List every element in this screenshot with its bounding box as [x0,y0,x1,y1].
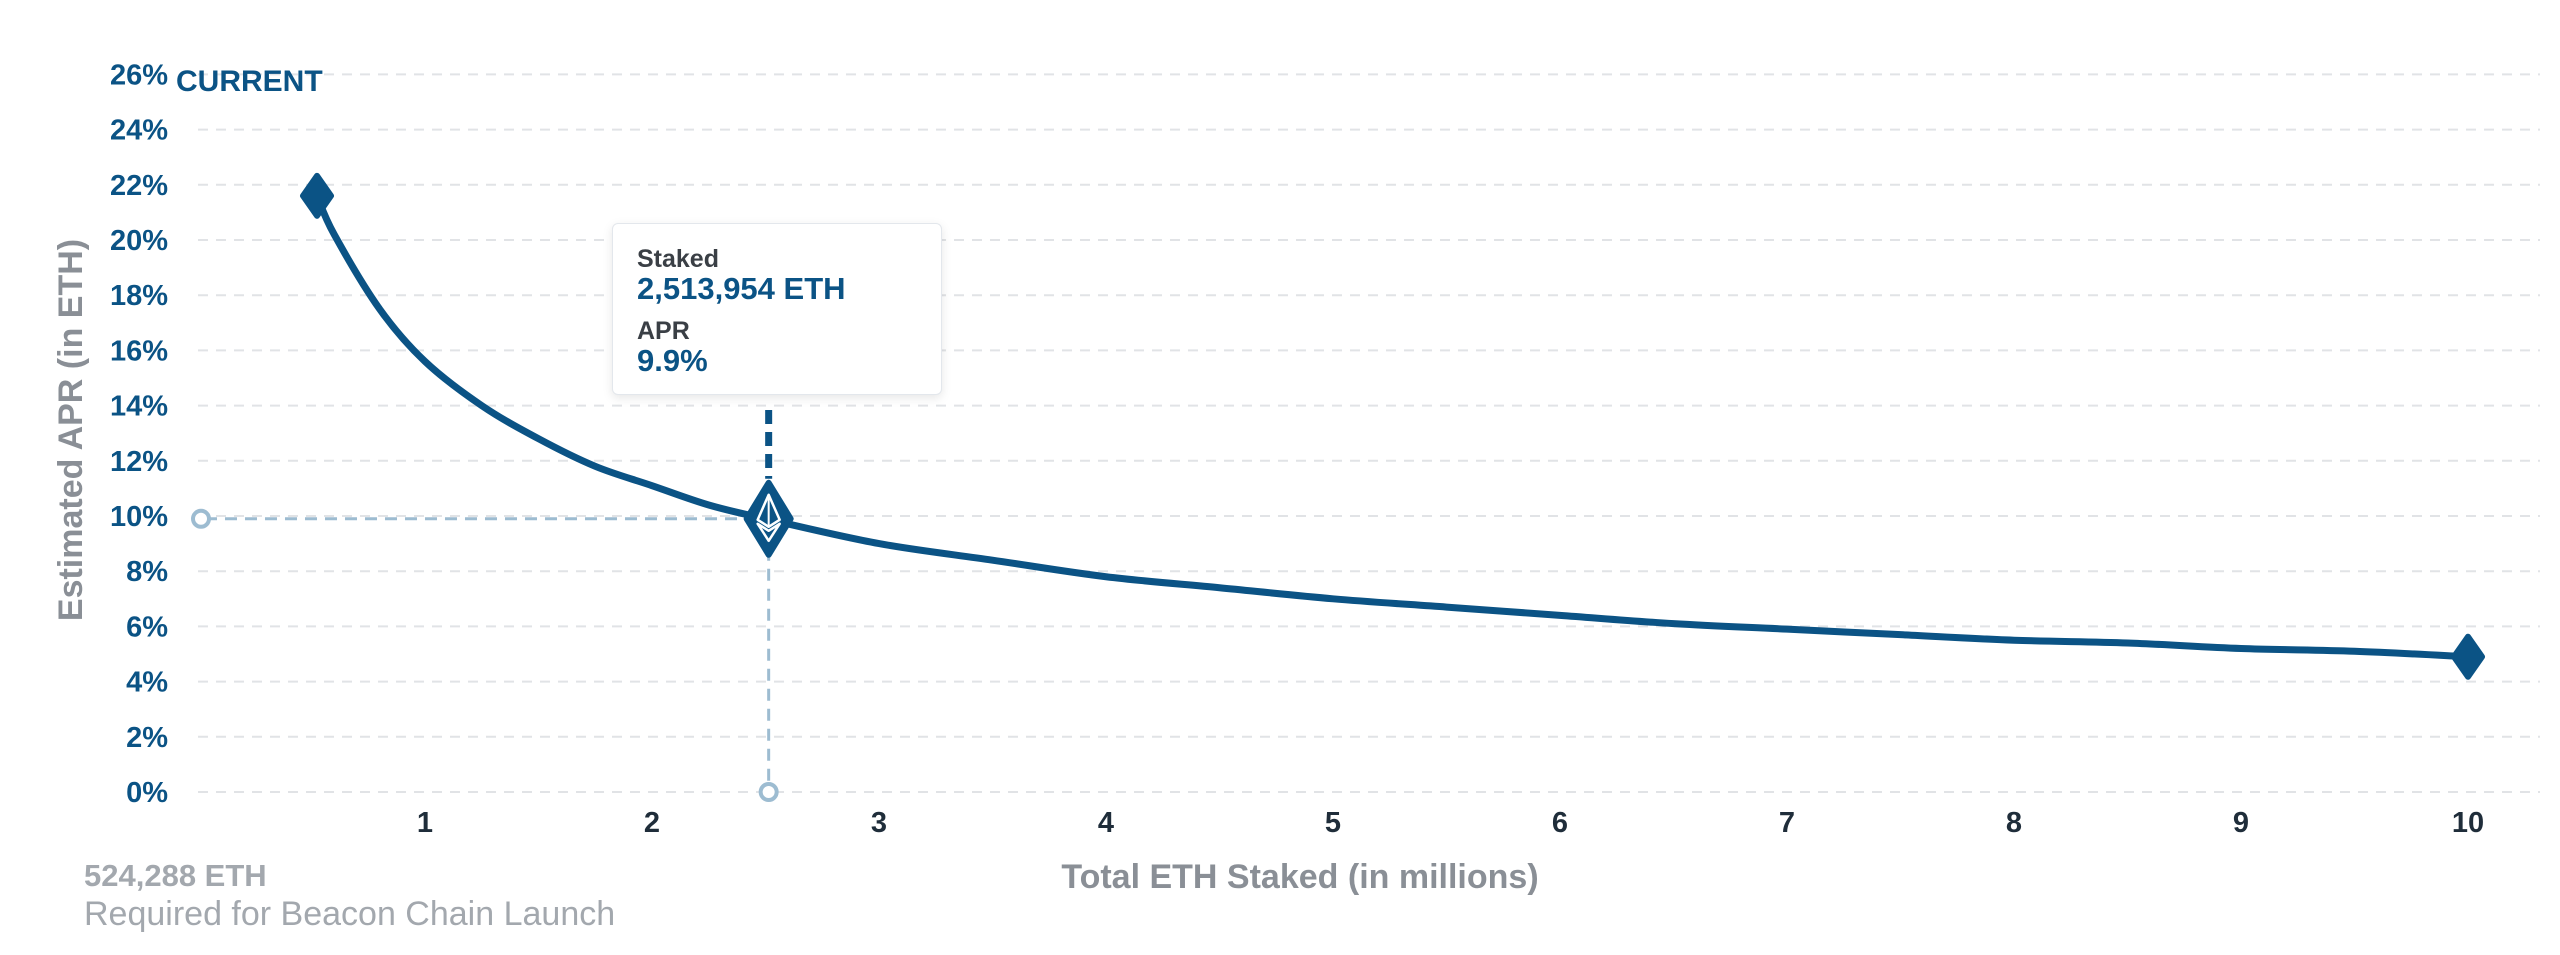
y-tick-label: 0% [126,777,168,809]
y-guide-dot [191,508,211,529]
y-tick-label: 16% [110,335,168,367]
minimum-stake-note: 524,288 ETH Required for Beacon Chain La… [84,858,615,934]
x-tick-label: 5 [1325,807,1341,839]
x-tick-label: 10 [2452,807,2484,839]
x-axis-title: Total ETH Staked (in millions) [1061,858,1538,896]
y-tick-label: 12% [110,446,168,478]
x-guide-dot [758,782,779,802]
x-tick-label: 9 [2233,807,2249,839]
tooltip-staked-label: Staked [637,245,719,273]
minimum-stake-amount: 524,288 ETH [84,858,267,893]
grid-lines [198,73,2540,793]
tooltip-staked-value: 2,513,954 ETH [637,271,846,306]
y-tick-label: 6% [126,611,168,643]
current-guides [191,410,779,802]
x-tick-label: 2 [644,807,660,839]
eth-diamond-icon[interactable] [743,479,794,558]
x-tick-label: 4 [1098,807,1114,839]
y-tick-label: 8% [126,556,168,588]
y-tick-label: 4% [126,667,168,699]
curve-endpoints [300,172,2485,680]
endpoint-diamond-icon [2451,633,2485,680]
y-tick-label: 24% [110,115,168,147]
y-axis-title: Estimated APR (in ETH) [52,239,90,621]
x-tick-label: 6 [1552,807,1568,839]
x-axis-ticks: 1 2 3 4 5 6 7 8 9 10 [417,807,2484,839]
apr-curve [313,192,2472,661]
x-tick-label: 7 [1779,807,1795,839]
x-tick-label: 8 [2006,807,2022,839]
tooltip: Staked 2,513,954 ETH APR 9.9% [612,223,942,395]
endpoint-diamond-icon [300,172,335,219]
tooltip-apr-value: 9.9% [637,343,708,378]
y-tick-label: 22% [110,170,168,202]
tooltip-apr-label: APR [637,317,690,345]
eth-logo-bottom [756,522,781,543]
y-tick-label: 26% [110,59,168,91]
y-tick-label: 14% [110,391,168,423]
minimum-stake-description: Required for Beacon Chain Launch [84,895,616,933]
x-tick-label: 1 [417,807,433,839]
y-axis-ticks: 0% 2% 4% 6% 8% 10% 12% 14% 16% 18% 20% 22% 24% 26% [110,59,168,809]
y-tick-label: 2% [126,722,168,754]
current-label: CURRENT [176,65,323,98]
x-tick-label: 3 [871,807,887,839]
y-tick-label: 10% [110,501,168,533]
y-tick-label: 18% [110,280,168,312]
y-tick-label: 20% [110,225,168,257]
